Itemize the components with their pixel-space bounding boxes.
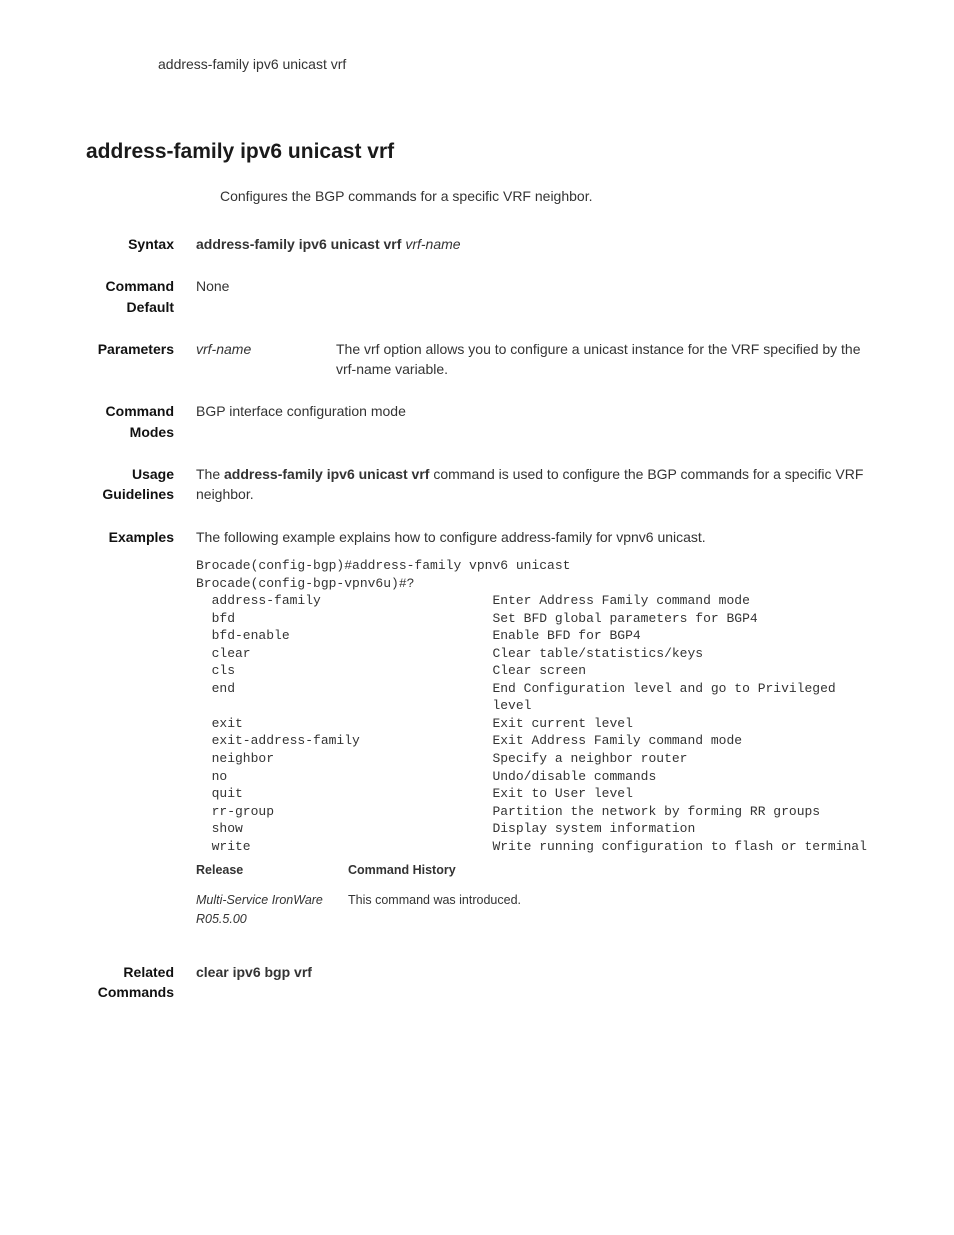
label-related-commands: Related Commands (86, 962, 196, 1003)
section-command-modes: Command Modes BGP interface configuratio… (86, 401, 884, 442)
section-parameters: Parameters vrf-name The vrf option allow… (86, 339, 884, 380)
label-command-modes: Command Modes (86, 401, 196, 442)
history-release: Multi-Service IronWare R05.5.00 (196, 891, 348, 927)
command-default-value: None (196, 276, 884, 317)
parameter-name: vrf-name (196, 339, 336, 380)
section-command-default: Command Default None (86, 276, 884, 317)
section-usage-guidelines: Usage Guidelines The address-family ipv6… (86, 464, 884, 505)
syntax-arg: vrf-name (405, 236, 460, 252)
syntax-command: address-family ipv6 unicast vrf (196, 236, 401, 252)
intro-text: Configures the BGP commands for a specif… (220, 188, 884, 204)
related-command: clear ipv6 bgp vrf (196, 964, 312, 980)
history-head-release: Release (196, 861, 348, 879)
history-row: Multi-Service IronWare R05.5.00 This com… (196, 891, 884, 927)
section-examples: Examples The following example explains … (86, 527, 884, 928)
parameter-desc: The vrf option allows you to configure a… (336, 339, 884, 380)
page-title: address-family ipv6 unicast vrf (86, 140, 884, 164)
running-header: address-family ipv6 unicast vrf (158, 56, 884, 72)
usage-body: The address-family ipv6 unicast vrf comm… (196, 464, 884, 505)
examples-lead: The following example explains how to co… (196, 527, 884, 547)
label-parameters: Parameters (86, 339, 196, 380)
command-modes-value: BGP interface configuration mode (196, 401, 884, 442)
history-header: Release Command History (196, 861, 884, 879)
history-note: This command was introduced. (348, 891, 884, 927)
history-head-history: Command History (348, 861, 884, 879)
syntax-body: address-family ipv6 unicast vrf vrf-name (196, 234, 884, 254)
section-related-commands: Related Commands clear ipv6 bgp vrf (86, 962, 884, 1003)
usage-pre: The (196, 466, 224, 482)
section-syntax: Syntax address-family ipv6 unicast vrf v… (86, 234, 884, 254)
label-usage-guidelines: Usage Guidelines (86, 464, 196, 505)
parameter-row: vrf-name The vrf option allows you to co… (196, 339, 884, 380)
label-command-default: Command Default (86, 276, 196, 317)
label-examples: Examples (86, 527, 196, 928)
examples-block: Brocade(config-bgp)#address-family vpnv6… (196, 557, 884, 855)
label-syntax: Syntax (86, 234, 196, 254)
usage-cmd: address-family ipv6 unicast vrf (224, 466, 429, 482)
